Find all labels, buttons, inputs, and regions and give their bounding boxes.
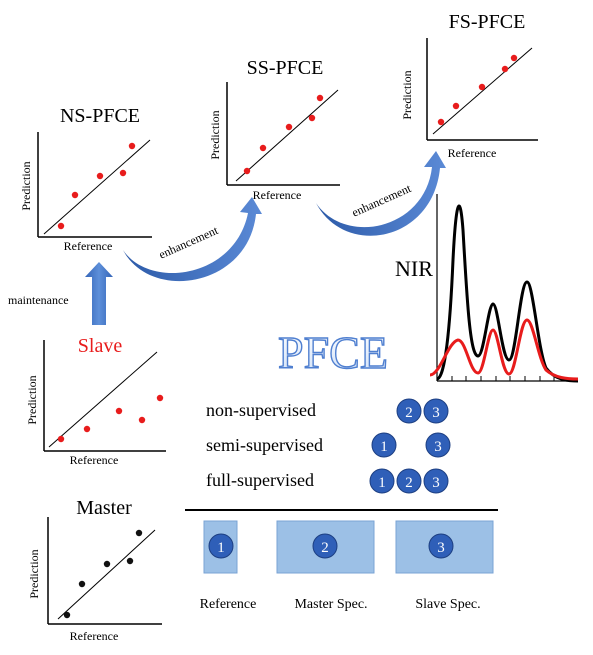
badge-1: 1 bbox=[369, 468, 395, 494]
badge-3: 3 bbox=[423, 468, 449, 494]
slave-point bbox=[156, 394, 164, 402]
ss-point bbox=[259, 144, 267, 152]
master-ylabel: Prediction bbox=[27, 549, 41, 598]
svg-text:1: 1 bbox=[380, 439, 388, 455]
enhancement-label-2: enhancement bbox=[350, 181, 414, 220]
nir-black-curve bbox=[436, 204, 579, 383]
badge-2 bbox=[312, 533, 338, 559]
fs-point bbox=[510, 54, 518, 62]
enhancement-label-1: enhancement bbox=[157, 223, 221, 262]
nir-ticks bbox=[451, 376, 555, 381]
pfce-title: PFCE bbox=[278, 327, 388, 378]
fs-point bbox=[452, 102, 460, 110]
ss-point bbox=[243, 167, 251, 175]
ss-ylabel: Prediction bbox=[208, 110, 222, 159]
fs-point bbox=[437, 118, 445, 126]
svg-text:3: 3 bbox=[434, 439, 442, 455]
slave-point bbox=[57, 435, 65, 443]
badge-1 bbox=[208, 533, 234, 559]
badge-3 bbox=[428, 533, 454, 559]
master-point bbox=[63, 611, 71, 619]
ss-pfce-plot: SS-PFCE Prediction Reference bbox=[208, 57, 340, 202]
nir-spectrum: NIR bbox=[395, 194, 579, 383]
master-point bbox=[135, 529, 143, 537]
slave-point bbox=[138, 416, 146, 424]
ss-point bbox=[285, 123, 293, 131]
legend-reference: 1 Reference bbox=[200, 520, 257, 612]
nir-label: NIR bbox=[395, 256, 433, 281]
mode-label: full-supervised bbox=[206, 470, 314, 490]
ns-xlabel: Reference bbox=[64, 239, 113, 253]
svg-text:2: 2 bbox=[321, 540, 329, 556]
ss-point bbox=[316, 94, 324, 102]
slave-point bbox=[83, 425, 91, 433]
ns-pfce-plot: NS-PFCE Prediction Reference bbox=[19, 105, 152, 253]
badge-1: 1 bbox=[371, 432, 397, 458]
fs-point bbox=[501, 65, 509, 73]
ns-pfce-title: NS-PFCE bbox=[60, 105, 140, 127]
slave-point bbox=[115, 407, 123, 415]
legend-label: Slave Spec. bbox=[415, 597, 480, 612]
ss-point bbox=[308, 114, 316, 122]
mode-non-supervised: non-supervised 2 3 bbox=[206, 398, 449, 424]
ss-pfce-title: SS-PFCE bbox=[247, 57, 324, 79]
slave-plot: Slave Prediction Reference bbox=[25, 335, 166, 467]
fs-ylabel: Prediction bbox=[400, 70, 414, 119]
svg-text:2: 2 bbox=[405, 405, 413, 421]
ns-point bbox=[57, 222, 65, 230]
ns-point bbox=[128, 142, 136, 150]
legend-master-spec: 2 Master Spec. bbox=[276, 520, 375, 612]
enhancement-arrow-2: enhancement bbox=[316, 151, 446, 236]
ns-point bbox=[119, 169, 127, 177]
badge-2: 2 bbox=[396, 398, 422, 424]
curved-arrow-icon bbox=[123, 197, 262, 282]
slave-ylabel: Prediction bbox=[25, 375, 39, 424]
svg-text:3: 3 bbox=[432, 475, 440, 491]
svg-text:1: 1 bbox=[217, 540, 225, 556]
mode-full-supervised: full-supervised 1 2 3 bbox=[206, 468, 449, 494]
fs-pfce-plot: FS-PFCE Prediction Reference bbox=[400, 11, 538, 160]
slave-identity-line bbox=[48, 351, 158, 448]
badge-3: 3 bbox=[425, 432, 451, 458]
ss-xlabel: Reference bbox=[253, 188, 302, 202]
svg-text:2: 2 bbox=[405, 475, 413, 491]
master-plot: Master Prediction Reference bbox=[27, 497, 162, 643]
ns-point bbox=[96, 172, 104, 180]
svg-text:1: 1 bbox=[378, 475, 386, 491]
slave-title: Slave bbox=[78, 335, 123, 357]
ns-ylabel: Prediction bbox=[19, 161, 33, 210]
legend-label: Master Spec. bbox=[294, 597, 367, 612]
ss-identity-line bbox=[235, 89, 339, 182]
nir-red-curve bbox=[429, 318, 579, 381]
legend-label: Reference bbox=[200, 597, 257, 612]
master-point bbox=[78, 580, 86, 588]
badge-3: 3 bbox=[423, 398, 449, 424]
mode-label: non-supervised bbox=[206, 400, 316, 420]
master-identity-line bbox=[57, 529, 156, 620]
slave-xlabel: Reference bbox=[70, 453, 119, 467]
fs-identity-line bbox=[432, 47, 533, 135]
up-arrow-icon bbox=[85, 262, 113, 325]
fs-xlabel: Reference bbox=[448, 146, 497, 160]
maintenance-label: maintenance bbox=[8, 293, 69, 307]
svg-text:3: 3 bbox=[437, 540, 445, 556]
ns-point bbox=[71, 191, 79, 199]
master-xlabel: Reference bbox=[70, 629, 119, 643]
ns-identity-line bbox=[43, 139, 151, 235]
fs-pfce-title: FS-PFCE bbox=[449, 11, 526, 33]
legend-slave-spec: 3 Slave Spec. bbox=[395, 520, 494, 612]
master-point bbox=[103, 560, 111, 568]
badge-2: 2 bbox=[396, 468, 422, 494]
mode-label: semi-supervised bbox=[206, 435, 323, 455]
fs-point bbox=[478, 83, 486, 91]
master-title: Master bbox=[76, 497, 132, 519]
mode-semi-supervised: semi-supervised 1 3 bbox=[206, 432, 451, 458]
enhancement-arrow-1: enhancement bbox=[123, 197, 262, 282]
svg-text:3: 3 bbox=[432, 405, 440, 421]
maintenance-arrow: maintenance bbox=[8, 262, 113, 325]
curved-arrow-icon bbox=[316, 151, 446, 236]
master-point bbox=[126, 557, 134, 565]
